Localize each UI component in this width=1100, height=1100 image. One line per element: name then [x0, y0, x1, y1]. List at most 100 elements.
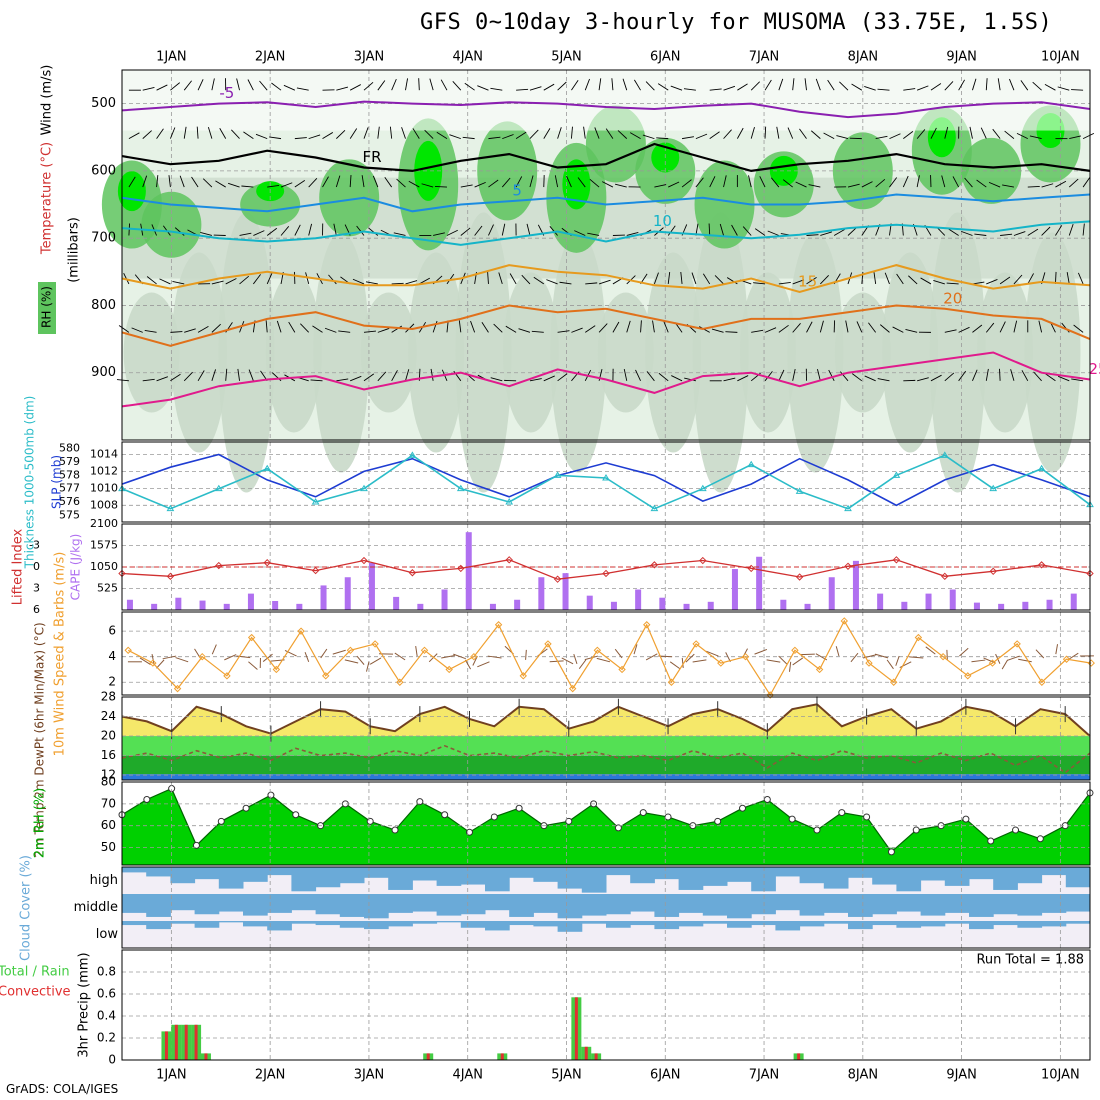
- cloud-bar-low: [388, 921, 413, 927]
- cloud-bar-high: [388, 867, 413, 890]
- cloud-bar-middle: [896, 894, 922, 912]
- upper-wind-barb: [401, 127, 406, 139]
- upper-wind-barb: [896, 273, 904, 285]
- upper-wind-barb: [241, 185, 254, 188]
- upper-wind-barb: [365, 281, 378, 285]
- upper-air-ytick: 900: [91, 365, 116, 380]
- upper-wind-barb: [946, 282, 959, 285]
- cape-bar: [877, 593, 884, 610]
- upper-wind-barb: [183, 80, 192, 91]
- cape-bar: [707, 601, 714, 610]
- date-label-top: 8JAN: [848, 50, 879, 65]
- cape-bar: [489, 603, 496, 610]
- upper-wind-barb: [546, 279, 558, 285]
- rh-shade-low: [313, 232, 370, 473]
- upper-wind-barb: [128, 132, 140, 140]
- cape-bar: [925, 593, 932, 610]
- date-label-bottom: 2JAN: [255, 1068, 286, 1083]
- cape-bar: [151, 603, 158, 610]
- date-label-bottom: 6JAN: [650, 1068, 681, 1083]
- upper-wind-barb: [393, 232, 406, 236]
- cloud-bar-low: [460, 921, 486, 928]
- upper-wind-barb: [349, 128, 358, 139]
- upper-wind-barb: [474, 181, 486, 188]
- rh-shade-low: [218, 212, 275, 493]
- cloud-bar-low: [1065, 921, 1091, 924]
- li-marker: [747, 564, 755, 573]
- slp-line: [121, 453, 1091, 507]
- rh-cell-bright: [414, 140, 443, 201]
- upper-wind-barb: [434, 185, 447, 188]
- cloud-bar-high: [509, 867, 534, 878]
- rh2m-marker: [490, 813, 498, 821]
- slp-ylabel: SLP (mb): [50, 455, 64, 509]
- upper-wind-barb: [396, 178, 406, 188]
- wind-marker: [568, 684, 577, 693]
- wind-barb: [596, 657, 611, 663]
- cloud-bar-low: [969, 921, 994, 930]
- upper-wind-barb: [903, 131, 914, 139]
- upper-wind-barb: [363, 81, 374, 91]
- li-marker: [795, 573, 804, 581]
- upper-wind-barb: [880, 324, 890, 333]
- cloud-bar-middle: [872, 894, 897, 915]
- upper-wind-barb: [328, 274, 337, 285]
- rh2m-marker: [267, 791, 275, 799]
- upper-wind-barb: [828, 369, 835, 382]
- upper-wind-barb: [750, 126, 755, 139]
- rh2m-marker: [912, 826, 920, 834]
- upper-wind-barb: [1004, 130, 1015, 139]
- upper-wind-barb: [529, 378, 542, 382]
- upper-wind-barb: [986, 279, 998, 285]
- li-marker: [989, 567, 997, 576]
- upper-wind-barb: [933, 279, 945, 285]
- upper-wind-barb: [557, 330, 570, 333]
- upper-wind-barb: [875, 135, 888, 140]
- cloud-bar-low: [920, 921, 946, 927]
- rh2m-marker: [1012, 826, 1020, 834]
- wind-barb: [477, 661, 490, 668]
- date-label-top: 6JAN: [650, 50, 681, 65]
- wind-barb: [778, 655, 788, 665]
- date-label-top: 9JAN: [946, 50, 977, 65]
- upper-wind-barb: [338, 330, 351, 333]
- upper-wind-barb: [464, 82, 475, 91]
- wind-barb: [835, 646, 840, 657]
- temp-band-green: [122, 755, 1090, 775]
- upper-wind-barb: [629, 132, 641, 140]
- upper-wind-barb: [146, 276, 157, 285]
- cape-ylabel: CAPE (J/kg): [69, 534, 83, 601]
- wind-speed-line: [127, 619, 1092, 697]
- upper-wind-barb: [197, 325, 209, 333]
- upper-wind-barb: [663, 321, 669, 333]
- li-marker: [892, 556, 901, 564]
- cape-bar: [1070, 593, 1077, 610]
- upper-wind-barb: [711, 328, 724, 333]
- cloud-level-label: middle: [74, 900, 118, 915]
- cloud-bar-high: [775, 867, 801, 877]
- upper-wind-barb: [653, 272, 659, 285]
- upper-wind-barb: [820, 274, 830, 285]
- cape-frame: [121, 523, 1091, 611]
- wind-barb: [464, 659, 472, 670]
- wind-marker: [371, 640, 379, 648]
- upper-wind-barb: [827, 79, 835, 91]
- upper-wind-barb: [1038, 320, 1043, 333]
- upper-wind-barb: [645, 81, 655, 91]
- upper-wind-barb: [623, 368, 628, 381]
- upper-wind-barb: [521, 274, 531, 285]
- cloud-bar-middle: [146, 894, 171, 917]
- thickness-ytick: 577: [59, 482, 80, 495]
- upper-wind-barb: [626, 320, 631, 333]
- li-ytick: 6: [33, 603, 40, 616]
- date-label-top: 1JAN: [156, 50, 187, 65]
- isotherm-line: [121, 264, 1091, 294]
- upper-wind-barb: [405, 280, 418, 285]
- rh2m-marker: [887, 848, 895, 856]
- wind-marker: [1038, 678, 1046, 686]
- upper-wind-barb: [1029, 135, 1042, 140]
- upper-wind-barb: [377, 371, 387, 382]
- upper-wind-barb: [336, 378, 349, 382]
- li-ytick: -3: [29, 539, 40, 552]
- upper-wind-barb: [958, 370, 967, 382]
